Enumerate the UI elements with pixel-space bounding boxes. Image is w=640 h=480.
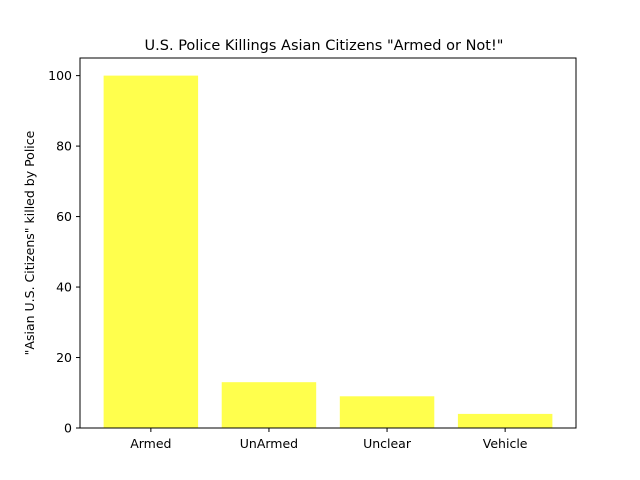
y-tick-label: 80 [56,139,72,154]
y-axis-label: "Asian U.S. Citizens" killed by Police [22,130,37,355]
x-tick-label: Armed [130,436,171,451]
bar-unclear [339,396,435,428]
x-tick-label: Vehicle [483,436,528,451]
x-tick-label: Unclear [363,436,412,451]
x-tick-label: UnArmed [240,436,298,451]
bar-unarmed [221,382,317,428]
y-tick-label: 20 [56,350,72,365]
chart-title: U.S. Police Killings Asian Citizens "Arm… [145,38,504,54]
y-tick-label: 40 [56,280,72,295]
bar-armed [103,75,199,429]
plot-area-frame [79,57,577,429]
y-tick-label: 100 [48,68,72,83]
bar-vehicle [457,413,553,428]
bars-layer [103,75,553,429]
y-tick-label: 60 [56,209,72,224]
ticks-layer: Armed UnArmed Unclear Vehicle 0 20 40 60 80 100 [48,68,528,451]
y-tick-label: 0 [64,421,72,436]
